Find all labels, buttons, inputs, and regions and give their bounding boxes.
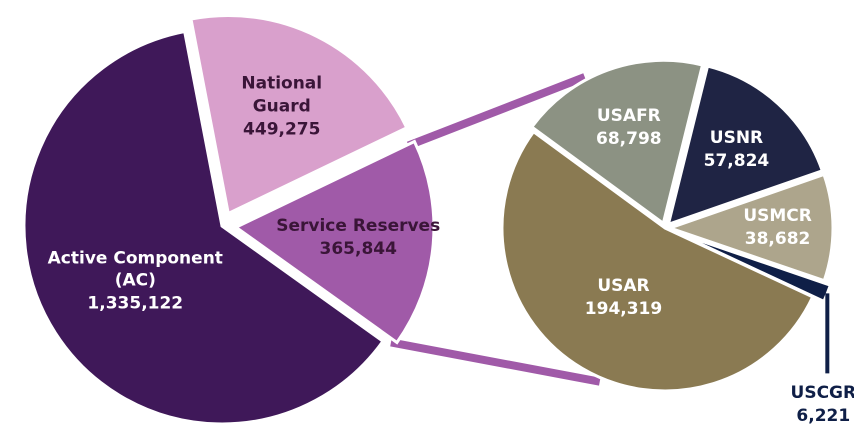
slice-name: National Guard [232,73,332,119]
slice-name: USCGR [773,382,854,405]
slice-value: 38,682 [718,228,838,251]
slice-value: 194,319 [564,298,684,321]
slice-name: Active Component (AC) [40,247,230,293]
slice-value: 1,335,122 [40,293,230,316]
slice-label: Active Component (AC)1,335,122 [40,247,230,316]
slice-name: Service Reserves [258,215,458,238]
slice-value: 68,798 [569,128,689,151]
slice-value: 449,275 [232,119,332,142]
slice-value: 365,844 [258,238,458,261]
slice-name: USAFR [569,105,689,128]
slice-name: USMCR [718,205,838,228]
pie-of-pie-chart: Active Component (AC)1,335,122 National G… [0,0,854,430]
slice-name: USNR [676,127,796,150]
slice-name: USAR [564,275,684,298]
slice-value: 57,824 [676,150,796,173]
slice-value: 6,221 [773,405,854,428]
